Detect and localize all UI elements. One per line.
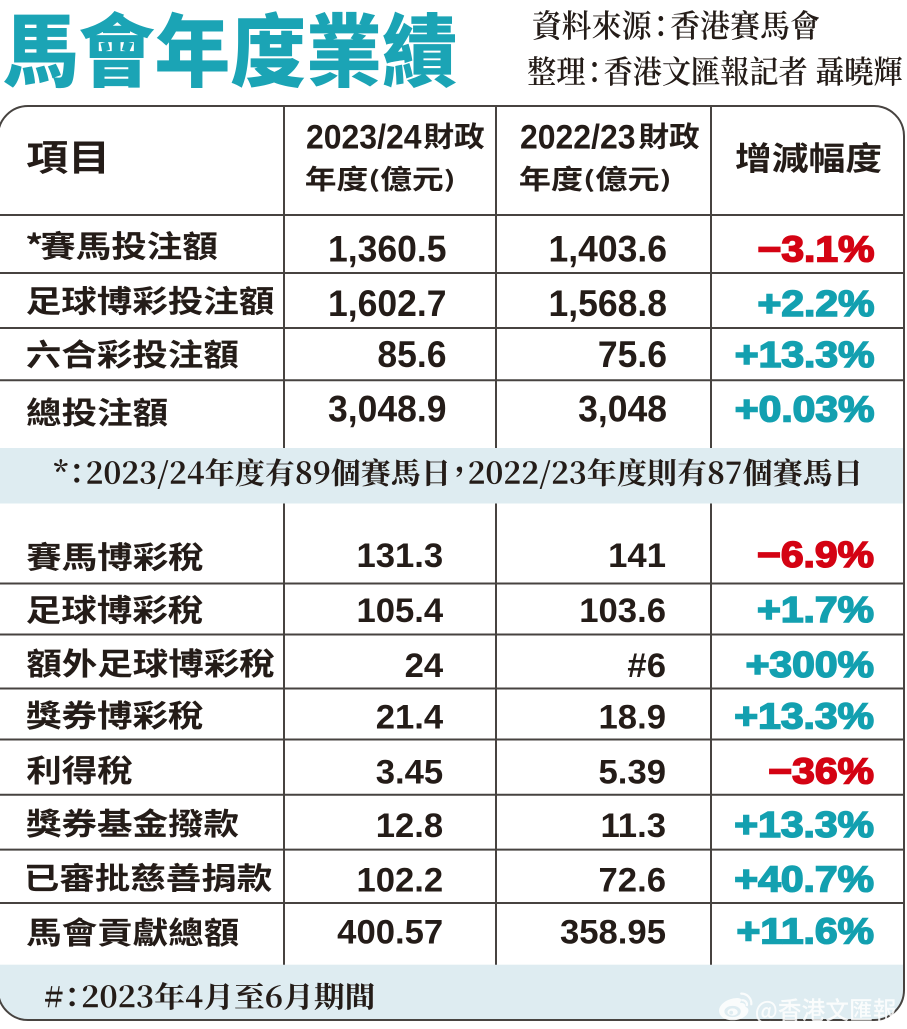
svg-text:72.6: 72.6 bbox=[599, 862, 666, 900]
svg-text:+1.7%: +1.7% bbox=[757, 590, 874, 631]
svg-text:+40.7%: +40.7% bbox=[734, 860, 874, 901]
svg-text:141: 141 bbox=[608, 537, 666, 575]
svg-text:#6: #6 bbox=[627, 647, 666, 685]
svg-text:2022/23: 2022/23 bbox=[520, 117, 635, 155]
svg-text:−3.1%: −3.1% bbox=[757, 229, 874, 270]
svg-text:358.95: 358.95 bbox=[560, 914, 666, 952]
svg-text:24: 24 bbox=[405, 647, 444, 685]
svg-text:11.3: 11.3 bbox=[600, 807, 666, 845]
svg-text:+2.2%: +2.2% bbox=[757, 284, 874, 325]
svg-text:+13.3%: +13.3% bbox=[734, 805, 874, 846]
svg-text:3,048: 3,048 bbox=[578, 388, 667, 430]
svg-text:400.57: 400.57 bbox=[337, 914, 443, 952]
svg-text:2023/24: 2023/24 bbox=[306, 117, 422, 155]
svg-text:−6.9%: −6.9% bbox=[757, 535, 874, 576]
svg-text:5.39: 5.39 bbox=[599, 754, 666, 792]
svg-text:102.2: 102.2 bbox=[356, 862, 443, 900]
svg-text:3.45: 3.45 bbox=[376, 754, 443, 792]
svg-text:+11.6%: +11.6% bbox=[736, 911, 874, 952]
svg-text:+13.3%: +13.3% bbox=[734, 696, 874, 737]
svg-text:1,360.5: 1,360.5 bbox=[328, 228, 446, 270]
svg-text:+0.03%: +0.03% bbox=[735, 389, 875, 430]
svg-text:105.4: 105.4 bbox=[356, 592, 443, 630]
svg-text:18.9: 18.9 bbox=[599, 699, 666, 737]
svg-text:−36%: −36% bbox=[768, 751, 874, 792]
svg-text:3,048.9: 3,048.9 bbox=[328, 388, 446, 430]
svg-text:12.8: 12.8 bbox=[376, 807, 443, 845]
svg-text:75.6: 75.6 bbox=[598, 333, 667, 375]
svg-text:131.3: 131.3 bbox=[356, 537, 443, 575]
svg-text:21.4: 21.4 bbox=[376, 699, 443, 737]
svg-text:85.6: 85.6 bbox=[377, 333, 446, 375]
svg-text:+300%: +300% bbox=[746, 645, 874, 686]
svg-text:1,403.6: 1,403.6 bbox=[549, 228, 667, 270]
svg-text:+13.3%: +13.3% bbox=[735, 335, 875, 376]
svg-text:103.6: 103.6 bbox=[579, 592, 666, 630]
svg-text:1,568.8: 1,568.8 bbox=[549, 282, 667, 324]
svg-text:1,602.7: 1,602.7 bbox=[328, 282, 446, 324]
